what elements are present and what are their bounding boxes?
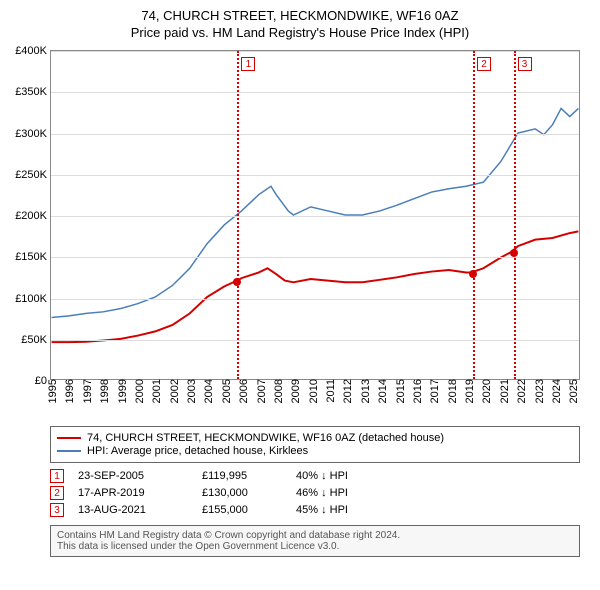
y-gridline bbox=[51, 216, 579, 217]
sale-pct-vs-hpi: 45% ↓ HPI bbox=[296, 504, 348, 516]
y-gridline bbox=[51, 257, 579, 258]
sale-marker-label: 1 bbox=[241, 57, 255, 71]
y-axis-label: £100K bbox=[15, 293, 51, 305]
x-axis-label: 2025 bbox=[564, 379, 580, 403]
x-axis-label: 2020 bbox=[477, 379, 493, 403]
x-axis-label: 2004 bbox=[199, 379, 215, 403]
legend-row: 74, CHURCH STREET, HECKMONDWIKE, WF16 0A… bbox=[57, 432, 573, 444]
y-gridline bbox=[51, 134, 579, 135]
sale-row: 2 17-APR-2019 £130,000 46% ↓ HPI bbox=[50, 486, 580, 500]
sale-row: 3 13-AUG-2021 £155,000 45% ↓ HPI bbox=[50, 503, 580, 517]
chart-subtitle: Price paid vs. HM Land Registry's House … bbox=[0, 25, 600, 40]
x-axis-label: 2002 bbox=[165, 379, 181, 403]
y-axis-label: £150K bbox=[15, 251, 51, 263]
x-axis-label: 2019 bbox=[460, 379, 476, 403]
y-gridline bbox=[51, 92, 579, 93]
plot-area: £0£50K£100K£150K£200K£250K£300K£350K£400… bbox=[50, 50, 580, 380]
y-gridline bbox=[51, 175, 579, 176]
legend-box: 74, CHURCH STREET, HECKMONDWIKE, WF16 0A… bbox=[50, 426, 580, 463]
sale-price: £119,995 bbox=[202, 470, 282, 482]
x-axis-label: 2001 bbox=[147, 379, 163, 403]
x-axis-label: 1995 bbox=[43, 379, 59, 403]
sale-marker-label: 2 bbox=[477, 57, 491, 71]
x-axis-label: 2016 bbox=[408, 379, 424, 403]
sale-index-box: 3 bbox=[50, 503, 64, 517]
y-gridline bbox=[51, 340, 579, 341]
chart-lines-svg bbox=[51, 51, 579, 379]
x-axis-label: 2014 bbox=[373, 379, 389, 403]
sale-row: 1 23-SEP-2005 £119,995 40% ↓ HPI bbox=[50, 469, 580, 483]
x-axis-label: 2011 bbox=[321, 379, 337, 403]
legend-row: HPI: Average price, detached house, Kirk… bbox=[57, 445, 573, 457]
legend-swatch bbox=[57, 450, 81, 452]
y-axis-label: £50K bbox=[21, 334, 51, 346]
sale-date: 13-AUG-2021 bbox=[78, 504, 188, 516]
sale-marker-dot bbox=[510, 249, 518, 257]
x-axis-label: 2023 bbox=[530, 379, 546, 403]
y-axis-label: £350K bbox=[15, 86, 51, 98]
x-axis-label: 2022 bbox=[512, 379, 528, 403]
x-axis-label: 2010 bbox=[304, 379, 320, 403]
x-axis-label: 2013 bbox=[356, 379, 372, 403]
sale-marker-dot bbox=[233, 278, 241, 286]
legend-swatch bbox=[57, 437, 81, 439]
x-axis-label: 1997 bbox=[78, 379, 94, 403]
y-axis-label: £300K bbox=[15, 128, 51, 140]
sale-marker-line bbox=[237, 51, 239, 379]
x-axis-label: 2021 bbox=[495, 379, 511, 403]
x-axis-label: 1998 bbox=[95, 379, 111, 403]
x-axis-label: 2000 bbox=[130, 379, 146, 403]
x-axis-label: 2007 bbox=[252, 379, 268, 403]
sale-marker-line bbox=[514, 51, 516, 379]
x-axis-label: 2005 bbox=[217, 379, 233, 403]
y-gridline bbox=[51, 299, 579, 300]
x-axis-label: 1996 bbox=[60, 379, 76, 403]
sale-price: £155,000 bbox=[202, 504, 282, 516]
x-axis-label: 2017 bbox=[425, 379, 441, 403]
sale-marker-line bbox=[473, 51, 475, 379]
x-axis-label: 2003 bbox=[182, 379, 198, 403]
chart-title-address: 74, CHURCH STREET, HECKMONDWIKE, WF16 0A… bbox=[0, 8, 600, 23]
x-axis-label: 2008 bbox=[269, 379, 285, 403]
footer-line1: Contains HM Land Registry data © Crown c… bbox=[57, 530, 573, 541]
sale-date: 23-SEP-2005 bbox=[78, 470, 188, 482]
x-axis-label: 2015 bbox=[391, 379, 407, 403]
sales-table: 1 23-SEP-2005 £119,995 40% ↓ HPI 2 17-APR-201… bbox=[50, 469, 580, 517]
chart-titles: 74, CHURCH STREET, HECKMONDWIKE, WF16 0A… bbox=[0, 0, 600, 40]
y-axis-label: £400K bbox=[15, 45, 51, 57]
sale-index-box: 2 bbox=[50, 486, 64, 500]
y-axis-label: £250K bbox=[15, 169, 51, 181]
series-line-property bbox=[52, 231, 579, 342]
y-axis-label: £200K bbox=[15, 210, 51, 222]
chart-container: 74, CHURCH STREET, HECKMONDWIKE, WF16 0A… bbox=[0, 0, 600, 557]
sale-price: £130,000 bbox=[202, 487, 282, 499]
x-axis-label: 2012 bbox=[338, 379, 354, 403]
legend-label: HPI: Average price, detached house, Kirk… bbox=[87, 445, 308, 457]
sale-marker-dot bbox=[469, 270, 477, 278]
y-gridline bbox=[51, 51, 579, 52]
x-axis-label: 2024 bbox=[547, 379, 563, 403]
x-axis-label: 2009 bbox=[286, 379, 302, 403]
footer-attribution: Contains HM Land Registry data © Crown c… bbox=[50, 525, 580, 557]
sale-pct-vs-hpi: 40% ↓ HPI bbox=[296, 470, 348, 482]
sale-date: 17-APR-2019 bbox=[78, 487, 188, 499]
x-axis-label: 1999 bbox=[113, 379, 129, 403]
footer-line2: This data is licensed under the Open Gov… bbox=[57, 541, 573, 552]
legend-label: 74, CHURCH STREET, HECKMONDWIKE, WF16 0A… bbox=[87, 432, 444, 444]
sale-index-box: 1 bbox=[50, 469, 64, 483]
sale-pct-vs-hpi: 46% ↓ HPI bbox=[296, 487, 348, 499]
sale-marker-label: 3 bbox=[518, 57, 532, 71]
series-line-hpi bbox=[52, 108, 579, 317]
x-axis-label: 2018 bbox=[443, 379, 459, 403]
x-axis-label: 2006 bbox=[234, 379, 250, 403]
